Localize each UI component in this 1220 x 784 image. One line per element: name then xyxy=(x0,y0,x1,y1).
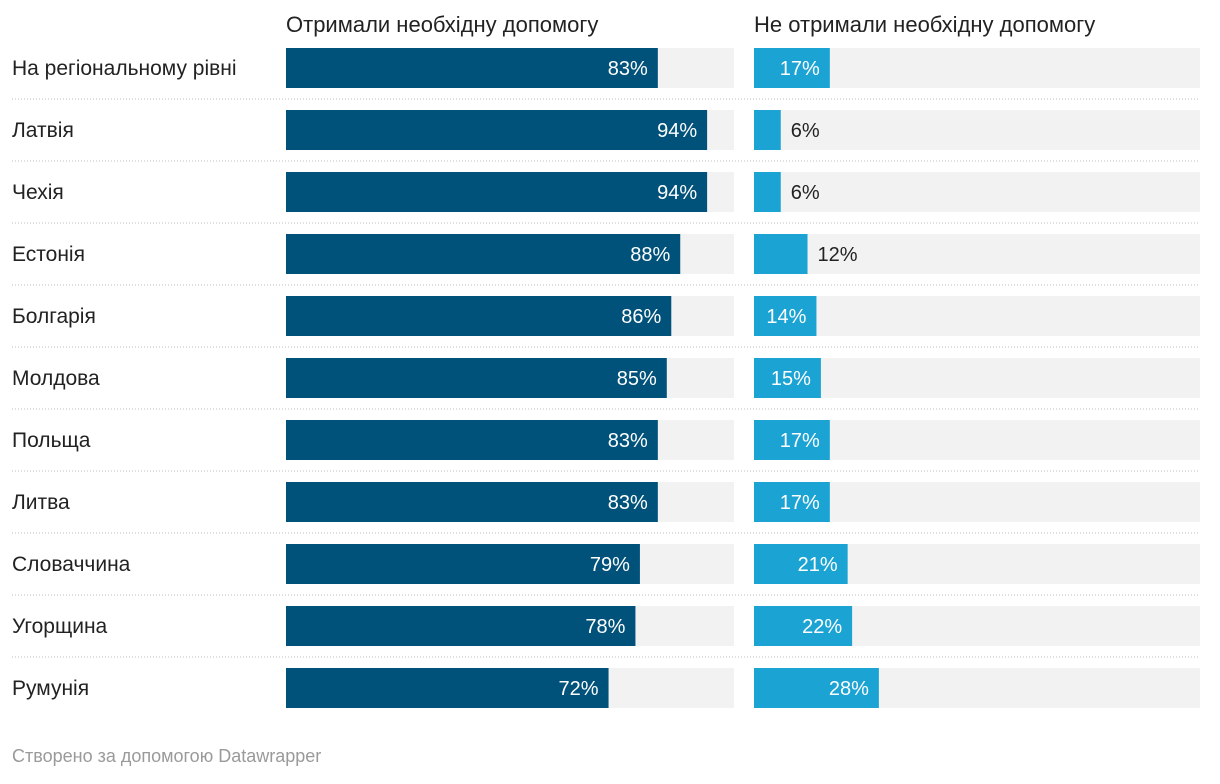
data-label: 94% xyxy=(657,182,697,204)
data-label: 6% xyxy=(791,120,820,142)
bar-track xyxy=(754,172,1200,212)
row-label: Литва xyxy=(12,491,70,514)
data-label: 28% xyxy=(829,678,869,700)
bar-track xyxy=(754,296,1200,336)
bar-not-received xyxy=(754,234,808,274)
split-bar-chart: Отримали необхідну допомогу Не отримали … xyxy=(12,12,1200,708)
bar-not-received xyxy=(754,544,848,584)
data-label: 17% xyxy=(780,492,820,514)
bar-received xyxy=(286,668,609,708)
column-title-not-received: Не отримали необхідну допомогу xyxy=(754,12,1095,37)
bar-track xyxy=(754,358,1200,398)
bar-received xyxy=(286,606,636,646)
bar-received xyxy=(286,420,658,460)
bar-not-received xyxy=(754,606,853,646)
data-label: 83% xyxy=(608,492,648,514)
bar-not-received xyxy=(754,482,830,522)
data-label: 88% xyxy=(630,244,670,266)
data-label: 6% xyxy=(791,182,820,204)
bar-received xyxy=(286,358,667,398)
row-label: Латвія xyxy=(12,119,74,142)
row-label: Польща xyxy=(12,429,91,452)
data-label: 17% xyxy=(780,430,820,452)
bar-received xyxy=(286,482,658,522)
data-label: 72% xyxy=(559,678,599,700)
data-label: 78% xyxy=(585,616,625,638)
bar-received xyxy=(286,110,708,150)
bar-track xyxy=(754,234,1200,274)
data-label: 15% xyxy=(771,368,811,390)
bar-not-received xyxy=(754,48,830,88)
row-label: Естонія xyxy=(12,243,85,266)
bar-not-received xyxy=(754,172,781,212)
bar-not-received xyxy=(754,668,879,708)
data-label: 12% xyxy=(818,244,858,266)
bar-not-received xyxy=(754,420,830,460)
bar-received xyxy=(286,172,708,212)
data-label: 94% xyxy=(657,120,697,142)
data-label: 21% xyxy=(798,554,838,576)
data-label: 86% xyxy=(621,306,661,328)
row-label: Румунія xyxy=(12,677,89,700)
bar-received xyxy=(286,234,681,274)
data-label: 85% xyxy=(617,368,657,390)
bar-received xyxy=(286,296,672,336)
bar-not-received xyxy=(754,358,821,398)
chart-rows: На регіональному рівні 83% 17% Латвія 94% 6% Ч… xyxy=(12,48,1200,708)
row-label: На регіональному рівні xyxy=(12,57,237,80)
data-label: 17% xyxy=(780,58,820,80)
column-title-received: Отримали необхідну допомогу xyxy=(286,12,598,37)
bar-not-received xyxy=(754,296,817,336)
data-label: 79% xyxy=(590,554,630,576)
row-label: Словаччина xyxy=(12,553,131,576)
bar-track xyxy=(754,110,1200,150)
row-label: Молдова xyxy=(12,367,100,390)
bar-not-received xyxy=(754,110,781,150)
data-label: 83% xyxy=(608,58,648,80)
bar-received xyxy=(286,544,640,584)
row-label: Угорщина xyxy=(12,615,108,638)
bar-received xyxy=(286,48,658,88)
data-label: 14% xyxy=(766,306,806,328)
row-label: Чехія xyxy=(12,181,64,204)
data-label: 83% xyxy=(608,430,648,452)
footer-credit: Створено за допомогою Datawrapper xyxy=(12,746,322,766)
row-label: Болгарія xyxy=(12,305,96,328)
data-label: 22% xyxy=(802,616,842,638)
